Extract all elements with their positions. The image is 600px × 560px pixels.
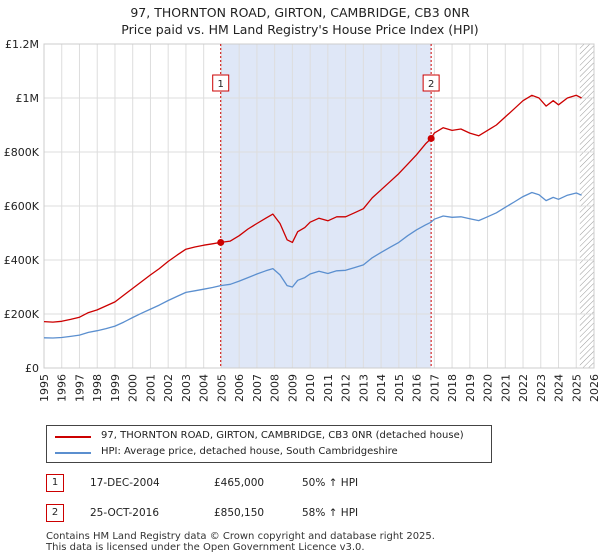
legend-label-hpi: HPI: Average price, detached house, Sout…	[101, 446, 398, 457]
x-tick-label: 2018	[446, 374, 459, 402]
x-tick-label: 1998	[91, 374, 104, 402]
footer-licence: This data is licensed under the Open Gov…	[46, 542, 365, 553]
x-tick-label: 2016	[411, 374, 424, 402]
x-tick-label: 1997	[73, 374, 86, 402]
x-tick-label: 2008	[269, 374, 282, 402]
sale-number: 1	[46, 474, 64, 492]
sale-price: £465,000	[214, 477, 265, 489]
x-tick-label: 2001	[144, 374, 157, 402]
sale-price: £850,150	[214, 507, 265, 519]
y-tick-label: £600K	[4, 200, 40, 213]
x-tick-label: 2026	[588, 374, 600, 402]
x-tick-label: 2007	[251, 374, 264, 402]
sale-point	[217, 238, 225, 246]
x-tick-label: 1995	[38, 374, 51, 402]
y-tick-label: £1M	[16, 92, 40, 105]
sale-hpi-change: 50% ↑ HPI	[302, 477, 359, 489]
y-tick-label: £400K	[4, 254, 40, 267]
legend-label-property: 97, THORNTON ROAD, GIRTON, CAMBRIDGE, CB…	[101, 430, 464, 441]
x-tick-label: 2002	[162, 374, 175, 402]
x-tick-label: 2003	[180, 374, 193, 402]
sale-date: 17-DEC-2004	[90, 477, 160, 489]
sale-point	[427, 134, 435, 142]
x-tick-label: 2011	[322, 374, 335, 402]
x-tick-label: 2019	[464, 374, 477, 402]
sale-date: 25-OCT-2016	[90, 507, 159, 519]
sale-number: 2	[46, 504, 64, 522]
x-tick-label: 2005	[215, 374, 228, 402]
price-chart: £0 £200K £400K £600K £800K £1M £1.2M 1995 1996 19…	[4, 38, 600, 402]
chart-legend: 97, THORNTON ROAD, GIRTON, CAMBRIDGE, CB…	[46, 425, 492, 463]
x-tick-label: 2021	[499, 374, 512, 402]
footer: Contains HM Land Registry data © Crown c…	[46, 531, 435, 553]
x-tick-label: 2024	[553, 374, 566, 402]
x-tick-label: 2013	[357, 374, 370, 402]
plot-border	[43, 43, 595, 369]
sale-hpi-change: 58% ↑ HPI	[302, 507, 359, 519]
x-tick-label: 1999	[109, 374, 122, 402]
x-tick-label: 2014	[375, 374, 388, 402]
x-tick-label: 2017	[428, 374, 441, 402]
sale-label-number: 1	[218, 79, 224, 90]
chart-title: 97, THORNTON ROAD, GIRTON, CAMBRIDGE, CB…	[130, 5, 470, 20]
x-tick-label: 2006	[233, 374, 246, 402]
sale-label-box	[212, 74, 230, 92]
x-tick-label: 2000	[127, 374, 140, 402]
y-tick-label: £0	[25, 362, 39, 375]
x-tick-label: 2012	[340, 374, 353, 402]
x-tick-label: 2015	[393, 374, 406, 402]
property-price-line	[43, 94, 582, 323]
chart-title-block: 97, THORNTON ROAD, GIRTON, CAMBRIDGE, CB…	[0, 4, 600, 38]
x-tick-label: 2004	[198, 374, 211, 402]
footer-copyright: Contains HM Land Registry data © Crown c…	[46, 531, 435, 542]
legend-swatch-hpi	[55, 452, 91, 454]
hpi-line	[43, 191, 582, 339]
x-tick-label: 2010	[304, 374, 317, 402]
y-tick-label: £800K	[4, 146, 40, 159]
x-tick-label: 2025	[570, 374, 583, 402]
sale-label-number: 2	[428, 79, 434, 90]
x-tick-label: 2020	[482, 374, 495, 402]
chart-subtitle: Price paid vs. HM Land Registry's House …	[121, 22, 479, 37]
legend-swatch-property	[55, 436, 91, 438]
x-tick-label: 2022	[517, 374, 530, 402]
y-tick-label: £200K	[4, 308, 40, 321]
x-tick-label: 2023	[535, 374, 548, 402]
x-tick-label: 1996	[56, 374, 69, 402]
y-tick-label: £1.2M	[5, 38, 39, 51]
sale-label-box	[422, 74, 440, 92]
x-tick-label: 2009	[286, 374, 299, 402]
